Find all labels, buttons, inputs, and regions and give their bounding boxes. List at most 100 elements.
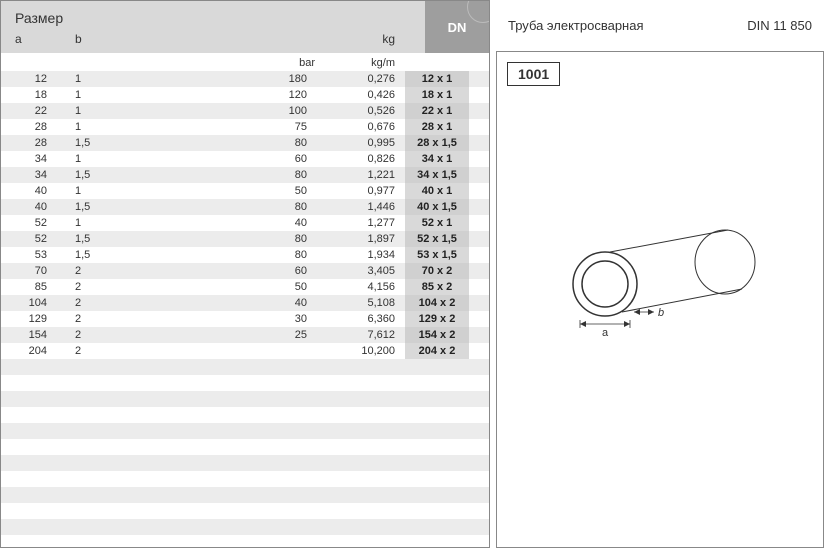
cell-dn: 18 x 1 xyxy=(405,87,469,103)
table-row-empty xyxy=(1,359,489,375)
dim-a-label: a xyxy=(602,327,609,339)
cell-b: 1,5 xyxy=(75,233,155,245)
table-row-empty xyxy=(1,471,489,487)
cell-dn: 154 x 2 xyxy=(405,327,469,343)
cell-kg: 1,897 xyxy=(335,233,405,245)
cell-b: 1 xyxy=(75,121,155,133)
table-row-empty xyxy=(1,503,489,519)
cell-bar: 50 xyxy=(155,185,335,197)
cell-bar: 100 xyxy=(155,105,335,117)
cell-b: 2 xyxy=(75,297,155,309)
cell-dn: 34 x 1,5 xyxy=(405,167,469,183)
col-header-a: a xyxy=(15,32,75,46)
cell-dn: 52 x 1 xyxy=(405,215,469,231)
cell-bar: 25 xyxy=(155,329,335,341)
table-row: 281750,67628 x 1 xyxy=(1,119,489,135)
cell-a: 34 xyxy=(15,169,75,181)
cell-bar: 80 xyxy=(155,201,335,213)
cell-a: 22 xyxy=(15,105,75,117)
info-body: 1001 a b xyxy=(496,52,824,548)
spec-table-panel: Размер a b kg DN bar kg/m 1211800,27612 … xyxy=(0,0,490,548)
unit-dn-spacer xyxy=(405,57,469,69)
cell-a: 28 xyxy=(15,121,75,133)
cell-b: 1 xyxy=(75,73,155,85)
cell-kg: 1,277 xyxy=(335,217,405,229)
dim-b-label: b xyxy=(658,307,664,319)
cell-b: 2 xyxy=(75,329,155,341)
cell-a: 53 xyxy=(15,249,75,261)
cell-dn: 52 x 1,5 xyxy=(405,231,469,247)
cell-b: 1 xyxy=(75,217,155,229)
dn-header-cell: DN xyxy=(425,1,489,53)
cell-b: 1,5 xyxy=(75,249,155,261)
table-row: 2211000,52622 x 1 xyxy=(1,103,489,119)
cell-kg: 7,612 xyxy=(335,329,405,341)
cell-bar: 40 xyxy=(155,217,335,229)
product-code: 1001 xyxy=(507,62,560,86)
table-row: 531,5801,93453 x 1,5 xyxy=(1,247,489,263)
col-header-b: b xyxy=(75,32,155,46)
cell-kg: 0,826 xyxy=(335,153,405,165)
cell-kg: 6,360 xyxy=(335,313,405,325)
cell-bar: 120 xyxy=(155,89,335,101)
cell-kg: 0,276 xyxy=(335,73,405,85)
table-row: 1292306,360129 x 2 xyxy=(1,311,489,327)
cell-dn: 34 x 1 xyxy=(405,151,469,167)
cell-bar: 180 xyxy=(155,73,335,85)
cell-kg: 0,977 xyxy=(335,185,405,197)
cell-bar: 50 xyxy=(155,281,335,293)
cell-a: 129 xyxy=(15,313,75,325)
info-header: Труба электросварная DIN 11 850 xyxy=(496,0,824,52)
cell-kg: 3,405 xyxy=(335,265,405,277)
col-header-kg: kg xyxy=(335,32,405,46)
table-row-empty xyxy=(1,439,489,455)
table-row: 401500,97740 x 1 xyxy=(1,183,489,199)
cell-a: 40 xyxy=(15,185,75,197)
size-label: Размер xyxy=(15,10,411,26)
cell-a: 85 xyxy=(15,281,75,293)
cell-bar: 80 xyxy=(155,137,335,149)
table-row: 1042405,108104 x 2 xyxy=(1,295,489,311)
cell-bar: 60 xyxy=(155,265,335,277)
cell-b: 1,5 xyxy=(75,169,155,181)
cell-dn: 28 x 1,5 xyxy=(405,135,469,151)
table-body: 1211800,27612 x 11811200,42618 x 1221100… xyxy=(1,71,489,547)
table-header: Размер a b kg DN xyxy=(1,1,489,53)
table-row: 852504,15685 x 2 xyxy=(1,279,489,295)
cell-b: 2 xyxy=(75,345,155,357)
cell-b: 1 xyxy=(75,153,155,165)
cell-a: 154 xyxy=(15,329,75,341)
cell-b: 1 xyxy=(75,105,155,117)
cell-a: 52 xyxy=(15,233,75,245)
cell-kg: 0,676 xyxy=(335,121,405,133)
cell-dn: 40 x 1,5 xyxy=(405,199,469,215)
table-row-empty xyxy=(1,391,489,407)
cell-a: 18 xyxy=(15,89,75,101)
cell-a: 70 xyxy=(15,265,75,277)
cell-dn: 12 x 1 xyxy=(405,71,469,87)
unit-kgm: kg/m xyxy=(335,57,405,69)
cell-dn: 70 x 2 xyxy=(405,263,469,279)
cell-bar: 40 xyxy=(155,297,335,309)
cell-kg: 0,995 xyxy=(335,137,405,149)
unit-b-spacer xyxy=(75,57,155,69)
cell-kg: 0,526 xyxy=(335,105,405,117)
cell-kg: 0,426 xyxy=(335,89,405,101)
cell-dn: 85 x 2 xyxy=(405,279,469,295)
cell-bar: 60 xyxy=(155,153,335,165)
cell-kg: 1,221 xyxy=(335,169,405,181)
cell-b: 2 xyxy=(75,281,155,293)
cell-a: 104 xyxy=(15,297,75,309)
table-row-empty xyxy=(1,455,489,471)
table-row: 1542257,612154 x 2 xyxy=(1,327,489,343)
pipe-diagram: a b xyxy=(550,212,770,342)
cell-bar: 80 xyxy=(155,249,335,261)
cell-b: 1,5 xyxy=(75,201,155,213)
table-row-empty xyxy=(1,519,489,535)
cell-dn: 28 x 1 xyxy=(405,119,469,135)
cell-a: 204 xyxy=(15,345,75,357)
table-row: 521401,27752 x 1 xyxy=(1,215,489,231)
cell-dn: 22 x 1 xyxy=(405,103,469,119)
header-main: Размер a b kg xyxy=(1,1,425,53)
cell-b: 1 xyxy=(75,185,155,197)
